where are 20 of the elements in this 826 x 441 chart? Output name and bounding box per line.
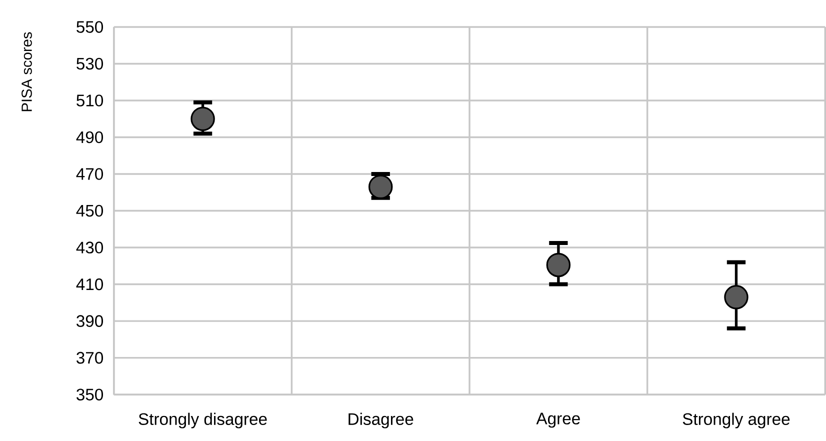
y-tick-label: 470 bbox=[76, 168, 104, 180]
y-tick-label: 350 bbox=[76, 388, 104, 401]
y-tick-label: 370 bbox=[76, 352, 104, 364]
y-tick-label: 450 bbox=[76, 205, 104, 217]
y-tick-label: 530 bbox=[76, 58, 104, 70]
x-tick-label: Disagree bbox=[348, 413, 414, 429]
point bbox=[546, 253, 571, 278]
y-tick-label: 550 bbox=[76, 21, 104, 34]
y-axis-title: PISA scores bbox=[22, 32, 32, 112]
x-tick-label: Strongly agree bbox=[682, 413, 790, 429]
y-tick-label: 490 bbox=[76, 132, 104, 144]
point bbox=[724, 285, 748, 310]
point bbox=[368, 174, 393, 200]
y-tick-label: 410 bbox=[76, 278, 104, 290]
x-tick-label: Strongly disagree bbox=[138, 413, 267, 429]
y-tick-label: 430 bbox=[76, 242, 104, 254]
y-tick-label: 510 bbox=[76, 94, 104, 107]
point bbox=[190, 106, 215, 132]
x-tick-label: Agree bbox=[536, 413, 580, 428]
y-tick-label: 390 bbox=[76, 315, 104, 328]
